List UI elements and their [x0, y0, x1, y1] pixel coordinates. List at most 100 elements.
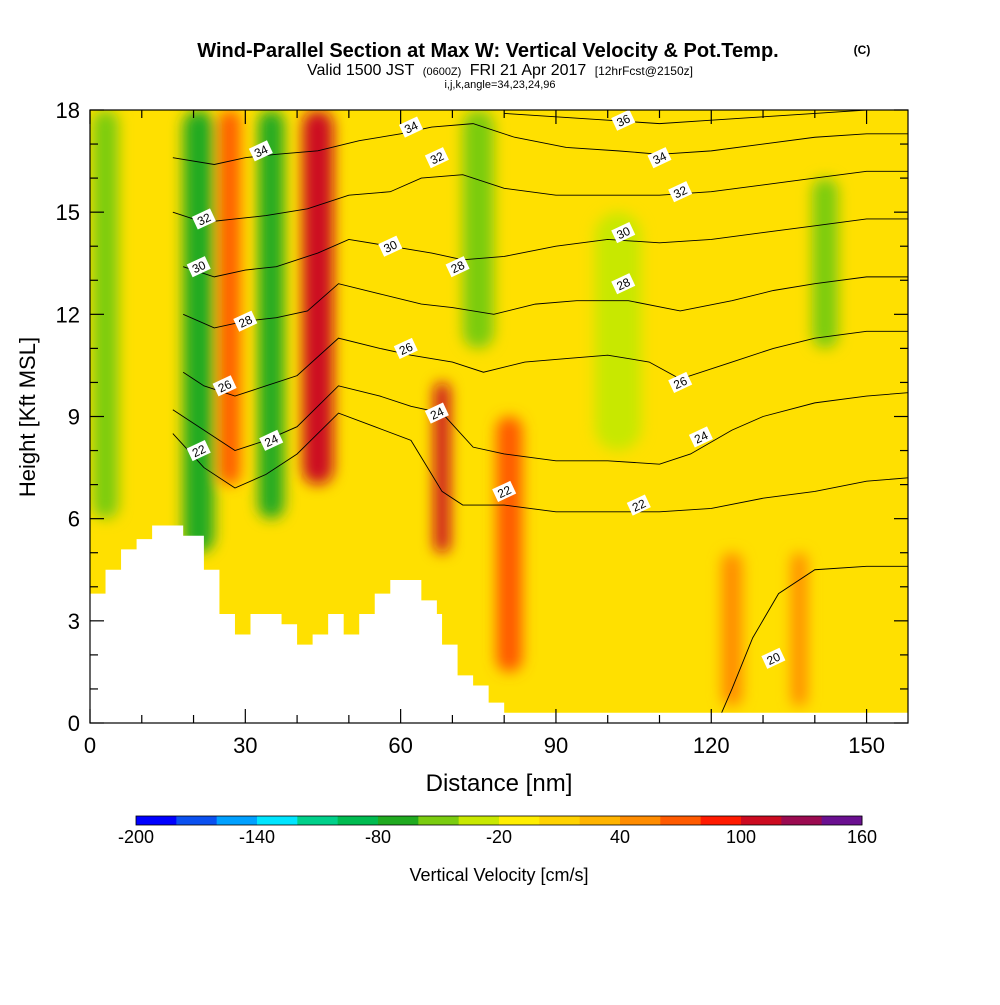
theta-contour-30 [183, 218, 908, 278]
x-tick-label: 0 [84, 733, 96, 758]
contour-label-20: 22 [492, 480, 517, 502]
valid-time-line: Valid 1500 JST (0600Z) FRI 21 Apr 2017 [… [307, 62, 693, 79]
velocity-band-1 [183, 110, 215, 553]
colorbar-swatch [781, 816, 823, 825]
theta-contour-34 [172, 123, 908, 165]
y-tick-label: 6 [68, 507, 80, 532]
velocity-band-8 [594, 212, 642, 451]
contour-label-2: 32 [424, 147, 449, 169]
valid-prefix: Valid 1500 JST [307, 62, 415, 79]
colorbar-label: Vertical Velocity [cm/s] [409, 865, 588, 885]
colorbar-swatch [257, 816, 298, 825]
contour-label-text: 36 [614, 111, 632, 129]
y-tick-label: 9 [68, 405, 80, 430]
y-axis-label: Height [Kft MSL] [15, 337, 40, 497]
colorbar-tick-label: -200 [118, 827, 154, 847]
contour-label-text: 34 [252, 142, 270, 160]
contour-label-text: 26 [397, 340, 415, 358]
contour-label-text: 28 [614, 275, 632, 293]
colorbar-swatch [620, 816, 661, 825]
contour-label-text: 34 [402, 118, 420, 136]
colorbar-swatch [539, 816, 581, 825]
velocity-band-3 [258, 110, 285, 519]
velocity-band-4 [302, 110, 334, 485]
contour-label-1: 34 [398, 116, 424, 138]
x-axis-label: Distance [nm] [426, 770, 573, 797]
contour-label-text: 22 [630, 496, 648, 514]
contour-label-18: 24 [259, 429, 284, 451]
velocity-band-11 [791, 552, 808, 706]
contour-label-text: 22 [495, 483, 513, 501]
colorbar-swatch [136, 816, 177, 825]
theta-contours [172, 110, 908, 713]
contour-label-0: 34 [248, 140, 273, 162]
colorbar-swatch [378, 816, 419, 825]
colorbar: -200 -140 -80 -20 40 100 160 [118, 815, 877, 847]
x-tick-label: 120 [693, 733, 730, 758]
contour-label-22: 20 [761, 647, 786, 669]
contour-label-text: 30 [190, 258, 208, 276]
colorbar-tick-label: -20 [486, 827, 512, 847]
contour-label-text: 32 [195, 210, 213, 228]
contour-label-text: 28 [449, 258, 467, 276]
contour-label-4: 34 [647, 147, 672, 169]
valid-date: FRI 21 Apr 2017 [470, 62, 587, 79]
colorbar-tick-label: -80 [365, 827, 391, 847]
contour-label-text: 34 [651, 149, 669, 167]
contour-label-text: 26 [216, 377, 234, 395]
contour-label-text: 32 [671, 183, 689, 201]
y-tick-label: 18 [56, 98, 80, 123]
valid-utc: (0600Z) [423, 66, 462, 78]
contour-label-6: 32 [191, 208, 216, 230]
contour-label-9: 30 [186, 256, 211, 278]
y-tick-label: 15 [56, 200, 80, 225]
y-tick-label: 12 [56, 302, 80, 327]
terrain-mask [90, 525, 908, 723]
colorbar-swatch [337, 816, 379, 825]
contour-label-text: 30 [381, 237, 399, 255]
theta-contour-26 [182, 330, 908, 397]
colorbar-swatch [499, 816, 540, 825]
contour-label-text: 24 [262, 431, 280, 449]
velocity-band-9 [812, 178, 839, 349]
theta-contour-32 [172, 170, 908, 223]
contour-label-text: 22 [190, 442, 208, 460]
x-tick-label: 60 [388, 733, 412, 758]
theta-contour-28 [183, 276, 908, 329]
theta-contour-36 [504, 110, 867, 125]
velocity-band-10 [721, 552, 743, 706]
copyright-mark: (C) [854, 43, 871, 57]
x-tick-label: 90 [544, 733, 568, 758]
contour-label-3: 36 [611, 110, 636, 131]
colorbar-tick-label: 160 [847, 827, 877, 847]
contour-label-text: 24 [692, 428, 710, 446]
y-tick-label: 0 [68, 711, 80, 736]
grid-indices: i,j,k,angle=34,23,24,96 [444, 79, 555, 91]
chart-title: Wind-Parallel Section at Max W: Vertical… [197, 40, 778, 62]
forecast-info: [12hrFcst@2150z] [595, 64, 693, 78]
colorbar-swatch [660, 816, 702, 825]
colorbar-tick-label: -140 [239, 827, 275, 847]
contour-label-17: 24 [688, 426, 713, 448]
velocity-band-5 [462, 110, 494, 349]
colorbar-swatch [176, 816, 218, 825]
colorbar-swatch [216, 816, 258, 825]
velocity-band-6 [434, 382, 450, 553]
y-tick-label: 3 [68, 609, 80, 634]
colorbar-swatch [821, 816, 863, 825]
contour-label-13: 26 [393, 337, 418, 359]
colorbar-tick-label: 100 [726, 827, 756, 847]
contour-label-10: 28 [445, 256, 470, 278]
colorbar-swatch [297, 816, 339, 825]
colorbar-tick-label: 40 [610, 827, 630, 847]
contour-label-text: 30 [614, 224, 632, 242]
velocity-band-7 [496, 416, 523, 672]
contour-label-8: 30 [611, 222, 636, 244]
colorbar-swatch [418, 816, 460, 825]
contour-label-text: 28 [237, 312, 255, 330]
contour-label-16: 24 [424, 402, 449, 424]
contour-label-14: 26 [668, 371, 693, 394]
